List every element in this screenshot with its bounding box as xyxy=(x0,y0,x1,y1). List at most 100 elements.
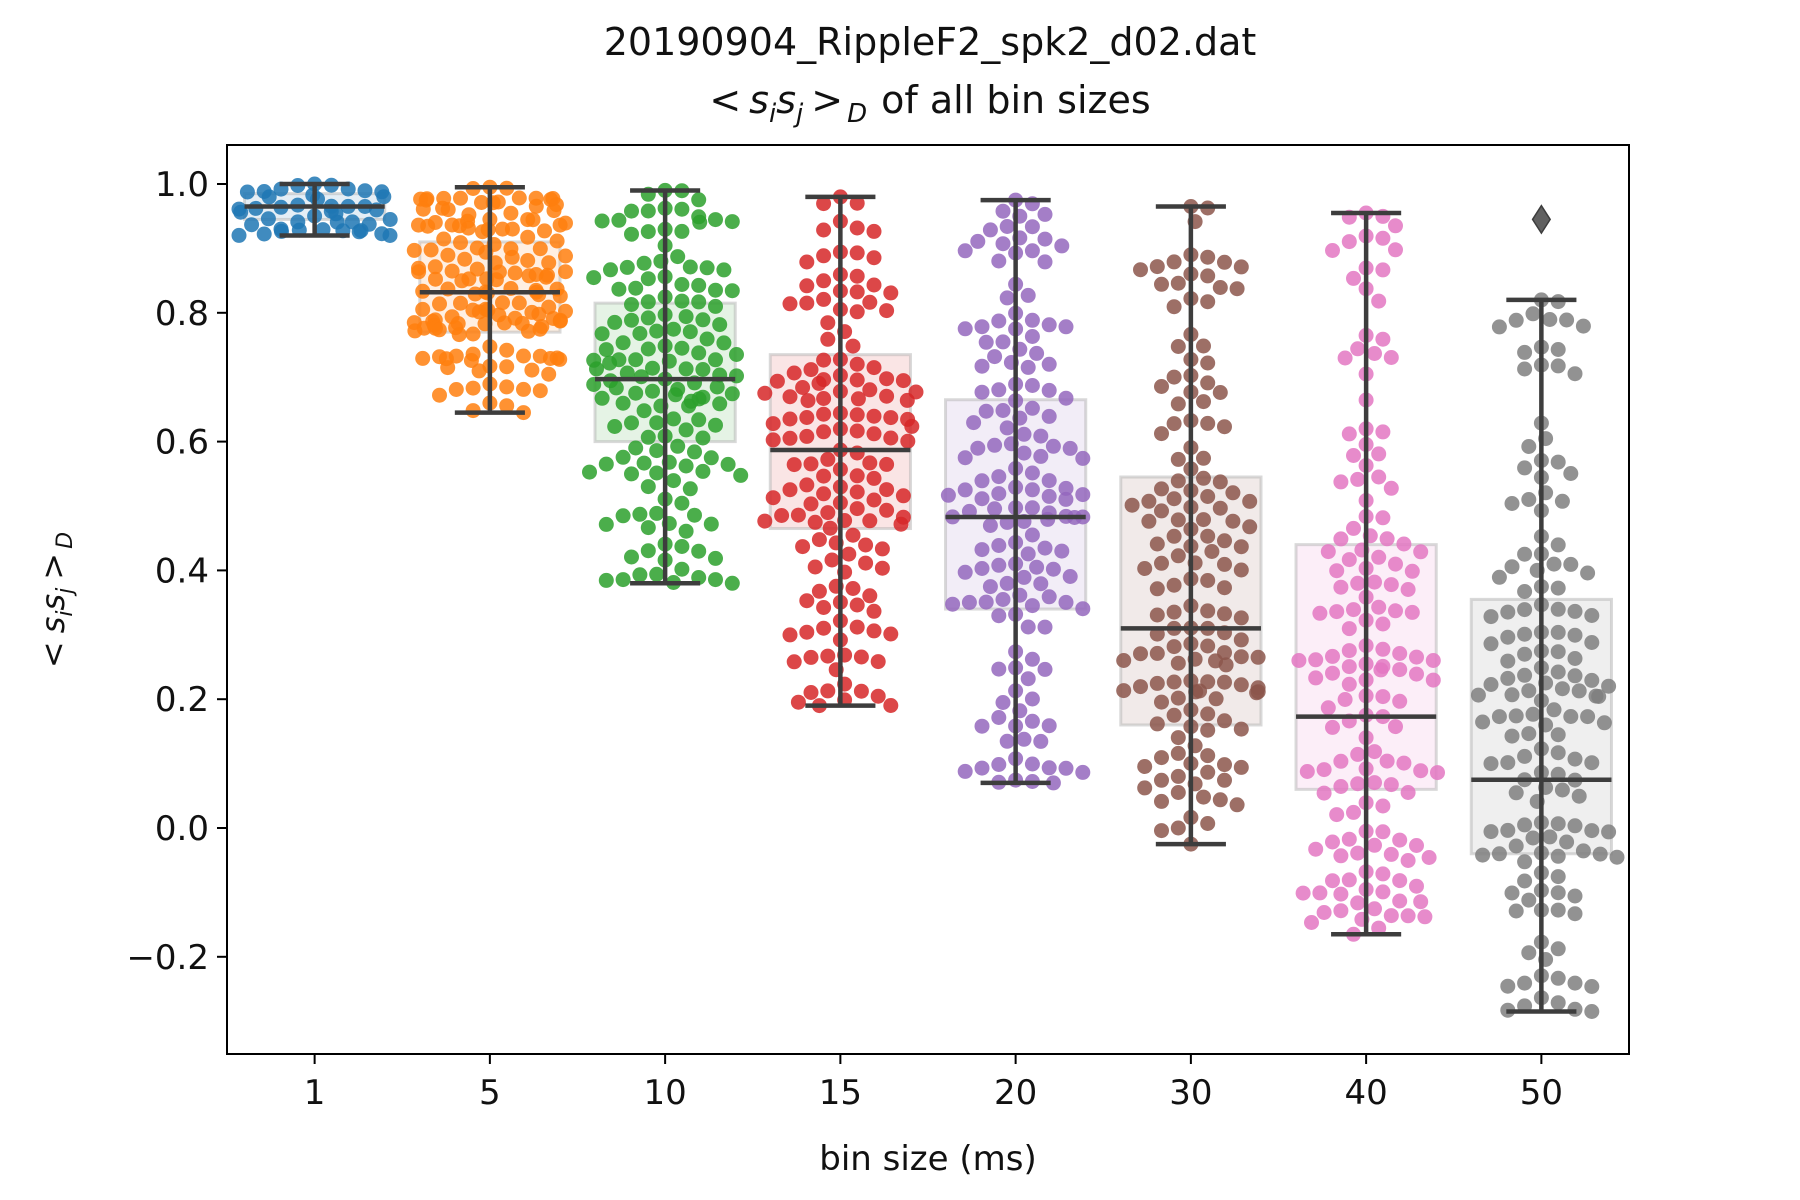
point-50-127 xyxy=(1517,873,1533,889)
point-10-139 xyxy=(640,543,656,559)
point-30-128 xyxy=(1170,730,1186,746)
point-30-55 xyxy=(1196,512,1211,528)
point-40-125 xyxy=(1383,846,1399,862)
point-20-46 xyxy=(1024,400,1040,416)
point-10-45 xyxy=(695,312,711,328)
point-20-134 xyxy=(1024,713,1040,729)
point-30-106 xyxy=(1166,674,1182,690)
point-10-28 xyxy=(586,270,602,286)
point-40-39 xyxy=(1333,531,1349,547)
point-30-14 xyxy=(1212,280,1228,295)
point-10-103 xyxy=(678,422,694,438)
point-10-16 xyxy=(640,224,656,240)
point-40-16 xyxy=(1350,341,1366,357)
point-20-13 xyxy=(1024,243,1040,259)
point-40-42 xyxy=(1320,544,1336,560)
point-50-139 xyxy=(1521,945,1537,961)
point-20-100 xyxy=(991,557,1007,573)
point-10-60 xyxy=(598,342,614,358)
point-50-24 xyxy=(1521,492,1537,507)
point-50-138 xyxy=(1550,941,1566,957)
point-15-9 xyxy=(816,248,832,264)
point-10-7 xyxy=(624,203,639,219)
point-15-71 xyxy=(782,430,798,446)
point-50-75 xyxy=(1591,689,1607,704)
point-40-133 xyxy=(1325,873,1340,889)
point-50-91 xyxy=(1517,748,1533,764)
point-10-124 xyxy=(640,479,656,495)
point-10-63 xyxy=(628,352,644,368)
point-15-87 xyxy=(879,482,895,498)
point-5-69 xyxy=(538,269,554,285)
point-40-136 xyxy=(1375,884,1391,900)
point-40-100 xyxy=(1396,755,1412,771)
point-10-128 xyxy=(649,505,665,521)
point-50-130 xyxy=(1504,885,1520,901)
point-15-98 xyxy=(820,505,836,521)
ylabel-sub1: i xyxy=(53,610,78,616)
point-20-53 xyxy=(1016,426,1032,442)
point-20-117 xyxy=(1024,598,1040,614)
point-50-135 xyxy=(1508,903,1524,919)
point-20-51 xyxy=(966,415,982,431)
point-20-17 xyxy=(1037,254,1053,270)
point-20-14 xyxy=(957,243,973,259)
point-30-139 xyxy=(1154,772,1169,788)
point-50-90 xyxy=(1550,745,1566,761)
point-40-104 xyxy=(1299,764,1315,779)
point-10-54 xyxy=(699,331,715,347)
point-50-71 xyxy=(1571,683,1587,699)
point-20-91 xyxy=(982,518,998,533)
point-15-15 xyxy=(866,277,882,293)
point-20-135 xyxy=(1041,718,1057,734)
point-20-67 xyxy=(1041,473,1057,489)
point-40-54 xyxy=(1400,582,1416,597)
point-40-117 xyxy=(1375,824,1391,840)
point-50-26 xyxy=(1504,496,1520,511)
point-5-18 xyxy=(415,201,431,217)
point-15-13 xyxy=(849,268,865,284)
point-20-52 xyxy=(999,420,1015,436)
point-50-95 xyxy=(1483,756,1499,772)
point-15-88 xyxy=(782,482,798,498)
point-30-64 xyxy=(1149,536,1165,552)
point-10-73 xyxy=(619,365,635,381)
point-30-29 xyxy=(1212,385,1228,400)
point-30-47 xyxy=(1200,489,1216,504)
point-10-140 xyxy=(691,543,707,559)
point-20-61 xyxy=(1033,448,1049,464)
point-15-114 xyxy=(841,546,857,562)
ylabel-sub2: j xyxy=(53,587,78,597)
point-15-6 xyxy=(866,223,882,239)
point-50-111 xyxy=(1483,824,1499,840)
point-15-19 xyxy=(883,285,899,301)
point-30-31 xyxy=(1170,396,1186,412)
point-50-101 xyxy=(1554,782,1570,798)
point-15-35 xyxy=(803,362,819,378)
point-10-150 xyxy=(598,572,614,588)
point-30-83 xyxy=(1149,607,1165,623)
point-20-38 xyxy=(1020,359,1036,375)
point-20-133 xyxy=(991,710,1007,725)
point-15-99 xyxy=(790,507,806,523)
point-30-36 xyxy=(1154,426,1169,442)
point-40-61 xyxy=(1312,605,1328,621)
point-10-110 xyxy=(687,444,702,460)
point-20-147 xyxy=(957,763,973,779)
point-30-112 xyxy=(1116,683,1132,699)
point-5-131 xyxy=(415,350,431,366)
point-50-34 xyxy=(1504,559,1520,575)
point-40-44 xyxy=(1371,549,1387,565)
point-15-14 xyxy=(816,273,832,289)
point-10-85 xyxy=(628,385,644,401)
point-30-140 xyxy=(1217,772,1232,788)
point-40-113 xyxy=(1375,798,1391,814)
point-20-31 xyxy=(978,334,994,350)
point-5-92 xyxy=(415,301,431,317)
point-50-143 xyxy=(1517,975,1533,991)
point-50-142 xyxy=(1550,970,1566,986)
point-10-47 xyxy=(607,314,623,330)
point-5-137 xyxy=(499,359,515,375)
point-5-60 xyxy=(469,261,485,277)
point-15-60 xyxy=(883,410,899,426)
